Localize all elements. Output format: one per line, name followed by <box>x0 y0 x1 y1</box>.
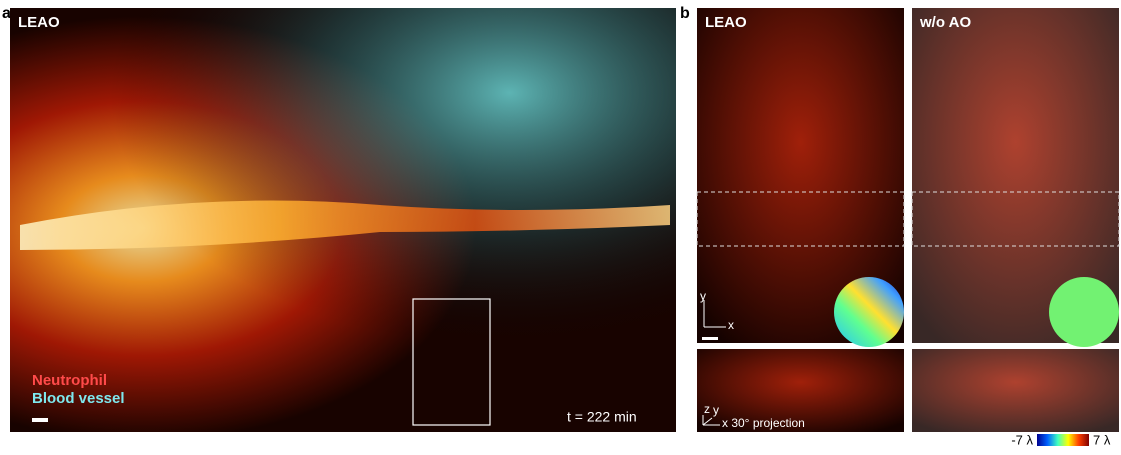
pupil-phase <box>834 277 904 347</box>
column-title: LEAO <box>705 14 747 31</box>
scale-bar <box>702 337 718 340</box>
legend-label: Neutrophil <box>32 372 107 389</box>
axis-label: y <box>700 289 706 303</box>
axis-label: y <box>713 403 719 417</box>
colorbar-label: -7 λ <box>1011 432 1033 447</box>
image <box>912 349 1119 432</box>
panel-label: a <box>2 5 11 22</box>
panel-label: b <box>680 5 690 22</box>
scale-bar <box>32 418 48 422</box>
colorbar <box>1037 434 1089 446</box>
pupil-phase <box>1049 277 1119 347</box>
legend-label: Blood vessel <box>32 390 125 407</box>
colorbar-label: 7 λ <box>1093 432 1111 447</box>
panel-title: LEAO <box>18 14 60 31</box>
column-title: w/o AO <box>919 14 971 31</box>
axis-label: z <box>704 402 710 416</box>
axis-label: x <box>728 318 734 332</box>
time-label: t = 222 min <box>567 409 637 425</box>
projection-label: x 30° projection <box>722 416 805 430</box>
figure: a LEAO Neutrophil Blood vessel t = 222 m… <box>0 0 1121 455</box>
